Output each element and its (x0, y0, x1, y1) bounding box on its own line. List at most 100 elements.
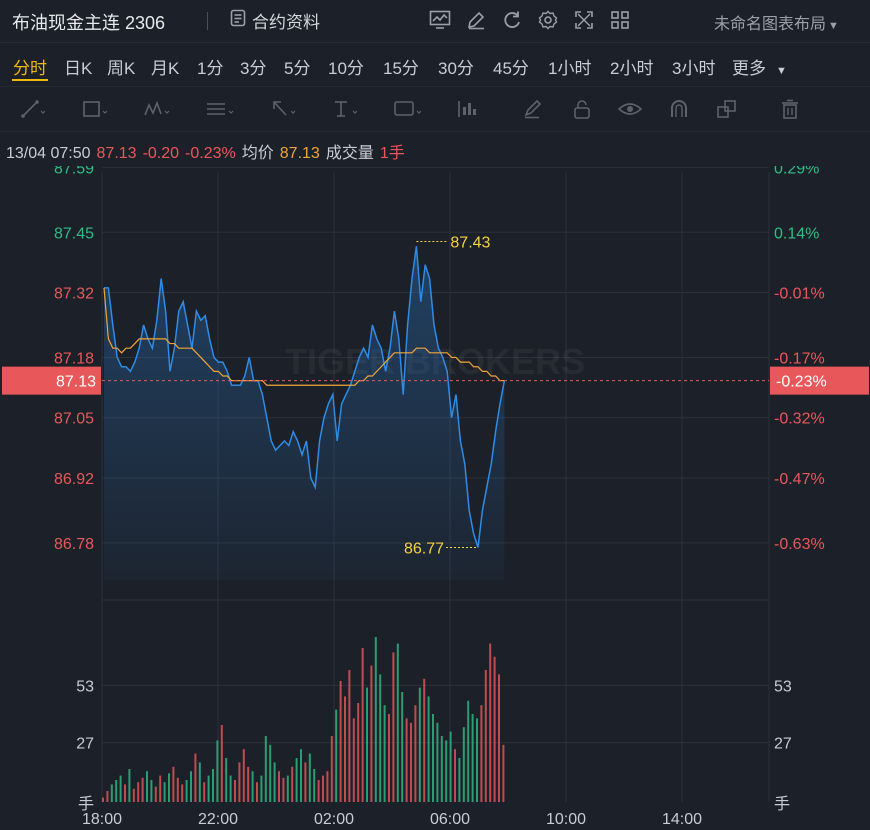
volume-bar (489, 643, 492, 802)
volume-bar (128, 769, 131, 802)
rectangle-tool-icon[interactable] (80, 97, 110, 121)
volume-bar (198, 762, 201, 802)
pct-tick-label: -0.32% (774, 411, 825, 428)
edit-icon[interactable] (464, 8, 488, 32)
price-area (104, 246, 505, 580)
volume-bar (110, 784, 113, 802)
volume-bar (159, 775, 162, 802)
volume-bar (194, 753, 197, 802)
tab-weekly[interactable]: 周K (107, 59, 136, 78)
layers-icon[interactable] (712, 97, 742, 121)
price-tick-label: 86.92 (54, 471, 94, 488)
line-tool-icon[interactable] (18, 97, 48, 121)
arrow-tool-icon[interactable] (268, 97, 298, 121)
tab-3hour[interactable]: 3小时 (672, 59, 716, 78)
volume-bar (374, 637, 377, 802)
volume-bar (203, 782, 206, 802)
contract-info-button[interactable]: 合约资料 (230, 8, 320, 33)
tab-daily[interactable]: 日K (64, 59, 93, 78)
bar-tool-icon[interactable] (455, 97, 485, 121)
caret-down-icon: ▼ (828, 20, 839, 32)
magnet-icon[interactable] (664, 97, 694, 121)
volume-bar (392, 652, 395, 802)
volume-bar (242, 749, 245, 802)
volume-bar (172, 766, 175, 802)
price-tick-label: 87.32 (54, 286, 94, 303)
volume-bar (484, 670, 487, 802)
current-price-badge-label: 87.13 (56, 374, 96, 391)
label-tool-icon[interactable] (393, 97, 423, 121)
time-tick-label: 10:00 (546, 811, 586, 828)
trash-icon[interactable] (775, 97, 805, 121)
volume-bar (207, 775, 210, 802)
volume-bar (106, 791, 109, 802)
lock-icon[interactable] (567, 97, 597, 121)
volume-bar (238, 762, 241, 802)
volume-bar (190, 771, 192, 802)
tab-15min[interactable]: 15分 (383, 59, 419, 78)
volume-bar (291, 766, 294, 802)
tab-more-label: 更多 (732, 59, 766, 78)
quote-change-pct: -0.23% (185, 145, 236, 162)
current-price-badge (2, 366, 101, 395)
volume-bar (286, 775, 289, 802)
tab-more[interactable]: 更多 ▼ (732, 54, 787, 79)
volume-bar (352, 718, 355, 802)
volume-bar (278, 771, 280, 802)
volume-bar (163, 782, 166, 802)
volume-bar (462, 727, 465, 802)
chart-settings-icon[interactable] (428, 8, 452, 32)
volume-bar (366, 687, 368, 802)
volume-bar (313, 769, 316, 802)
current-pct-badge-label: -0.23% (776, 374, 827, 391)
volume-bar (326, 771, 329, 802)
pattern-tool-icon[interactable] (142, 97, 172, 121)
tab-3min[interactable]: 3分 (240, 59, 267, 78)
volume-bar (383, 705, 386, 802)
text-tool-icon[interactable] (330, 97, 360, 121)
price-tick-label: 87.05 (54, 411, 94, 428)
price-tick-label: 87.59 (54, 166, 94, 177)
tab-1min[interactable]: 1分 (197, 59, 224, 78)
volume-bar (154, 786, 157, 802)
tab-5min[interactable]: 5分 (284, 59, 311, 78)
fullscreen-icon[interactable] (572, 8, 596, 32)
volume-bar (146, 771, 148, 802)
tab-intraday[interactable]: 分时 (13, 59, 47, 78)
volume-bar (361, 648, 364, 802)
volume-bar (119, 775, 122, 802)
title-divider (207, 12, 208, 30)
volume-bar (137, 782, 140, 802)
eye-icon[interactable] (615, 97, 645, 121)
volume-bar (304, 762, 307, 802)
brush-icon[interactable] (518, 97, 548, 121)
tab-2hour[interactable]: 2小时 (610, 59, 654, 78)
volume-bar (273, 762, 276, 802)
volume-bar (260, 775, 263, 802)
volume-bar (212, 769, 214, 802)
volume-bar (102, 797, 104, 802)
tab-1hour[interactable]: 1小时 (548, 59, 592, 78)
pct-tick-label: -0.63% (774, 536, 825, 553)
tab-45min[interactable]: 45分 (493, 59, 529, 78)
quote-summary: 13/04 07:50 87.13 -0.20 -0.23% 均价 87.13 成交量 1手 (6, 139, 411, 163)
volume-bar (264, 736, 267, 802)
volume-bar (225, 758, 228, 802)
title-bar: 布油现金主连 2306 合约资料 未命名图表布局 ▼ (0, 0, 870, 42)
volume-bar (269, 744, 272, 802)
tab-30min[interactable]: 30分 (438, 59, 474, 78)
tab-monthly[interactable]: 月K (151, 59, 180, 78)
pct-tick-label: -0.47% (774, 471, 825, 488)
volume-bar (216, 740, 219, 802)
indicator-tool-icon[interactable] (205, 97, 235, 121)
layout-selector[interactable]: 未命名图表布局 ▼ (714, 10, 839, 34)
volume-bar (445, 740, 448, 802)
tab-10min[interactable]: 10分 (328, 59, 364, 78)
grid-layout-icon[interactable] (608, 8, 632, 32)
volume-bar (124, 784, 126, 802)
axis-labels: 87.59 0.29% 87.45 0.14% 87.32 -0.01% 87.18 -0.1… (2, 166, 869, 828)
refresh-icon[interactable] (500, 8, 524, 32)
price-tick-label: 86.78 (54, 536, 94, 553)
gear-icon[interactable] (536, 8, 560, 32)
